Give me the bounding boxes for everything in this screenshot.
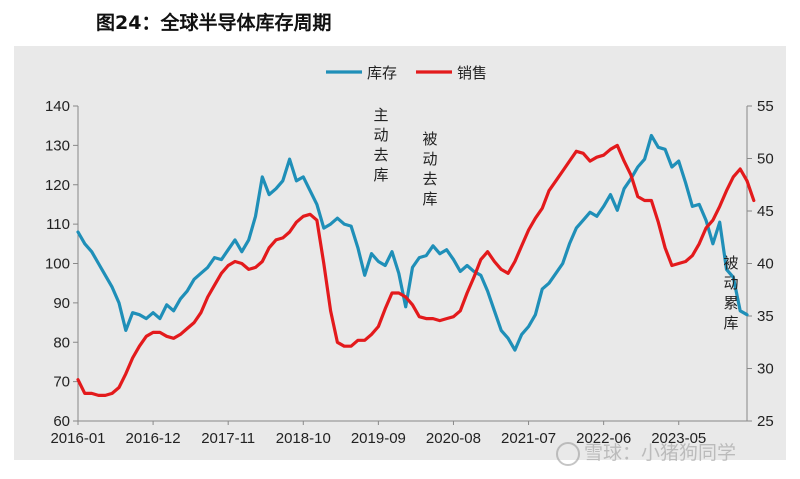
annotation-label: 去 bbox=[373, 147, 388, 164]
y-left-tick-label: 80 bbox=[53, 334, 70, 351]
y-left-tick-label: 110 bbox=[46, 216, 70, 233]
sales-series-line bbox=[76, 143, 756, 397]
legend-label: 库存 bbox=[367, 65, 397, 82]
y-right-tick-label: 50 bbox=[757, 151, 774, 168]
annotation-label: 库 bbox=[723, 315, 738, 332]
watermark: 雪球：小猪狗同学 bbox=[556, 438, 736, 466]
inventory-cycle-chart: 60 70 80 90 100 110 120 130 140 25 30 35 40 45 50 55 201… bbox=[45, 65, 774, 447]
annotation-label: 去 bbox=[422, 171, 437, 188]
y-left-tick-label: 100 bbox=[45, 256, 70, 273]
annotation-label: 被 bbox=[422, 131, 437, 148]
x-tick-label: 2016-12 bbox=[126, 430, 181, 447]
y-left-tick-label: 90 bbox=[53, 295, 70, 312]
annotation-label: 累 bbox=[723, 295, 738, 312]
chart-panel: 60 70 80 90 100 110 120 130 140 25 30 35 40 45 50 55 201… bbox=[14, 46, 786, 460]
legend-label: 销售 bbox=[457, 65, 487, 82]
x-tick-label: 2018-10 bbox=[276, 430, 331, 447]
y-right-tick-label: 35 bbox=[757, 308, 774, 325]
figure-title: 图24：全球半导体库存周期 bbox=[96, 12, 332, 34]
x-tick-label: 2023-05 bbox=[651, 430, 706, 447]
annotation-label: 动 bbox=[422, 151, 437, 168]
annotation-label: 动 bbox=[723, 275, 738, 292]
inventory-series-line bbox=[76, 133, 749, 352]
x-tick-label: 2020-08 bbox=[426, 430, 481, 447]
snowball-logo-icon bbox=[556, 441, 580, 466]
y-right-tick-label: 45 bbox=[757, 203, 774, 220]
annotation-label: 被 bbox=[723, 255, 738, 272]
watermark-text: 雪球：小猪狗同学 bbox=[584, 442, 737, 464]
y-right-tick-label: 55 bbox=[757, 98, 774, 115]
y-left-tick-label: 130 bbox=[45, 137, 70, 154]
x-tick-label: 2016-01 bbox=[50, 430, 105, 447]
annotation-label: 主 bbox=[373, 107, 388, 124]
y-right-tick-label: 30 bbox=[757, 361, 774, 378]
annotation-label: 库 bbox=[422, 191, 437, 208]
x-tick-label: 2019-09 bbox=[351, 430, 406, 447]
y-left-tick-label: 70 bbox=[53, 374, 70, 391]
x-tick-label: 2021-07 bbox=[501, 430, 556, 447]
y-left-tick-label: 60 bbox=[53, 413, 70, 430]
annotation-label: 库 bbox=[373, 167, 388, 184]
x-tick-label: 2022-06 bbox=[576, 430, 631, 447]
y-left-tick-label: 140 bbox=[45, 98, 70, 115]
y-left-tick-label: 120 bbox=[45, 177, 70, 194]
y-right-tick-label: 25 bbox=[757, 413, 774, 430]
x-tick-label: 2017-11 bbox=[201, 430, 255, 447]
y-right-tick-label: 40 bbox=[757, 256, 774, 273]
annotation-label: 动 bbox=[373, 127, 388, 144]
